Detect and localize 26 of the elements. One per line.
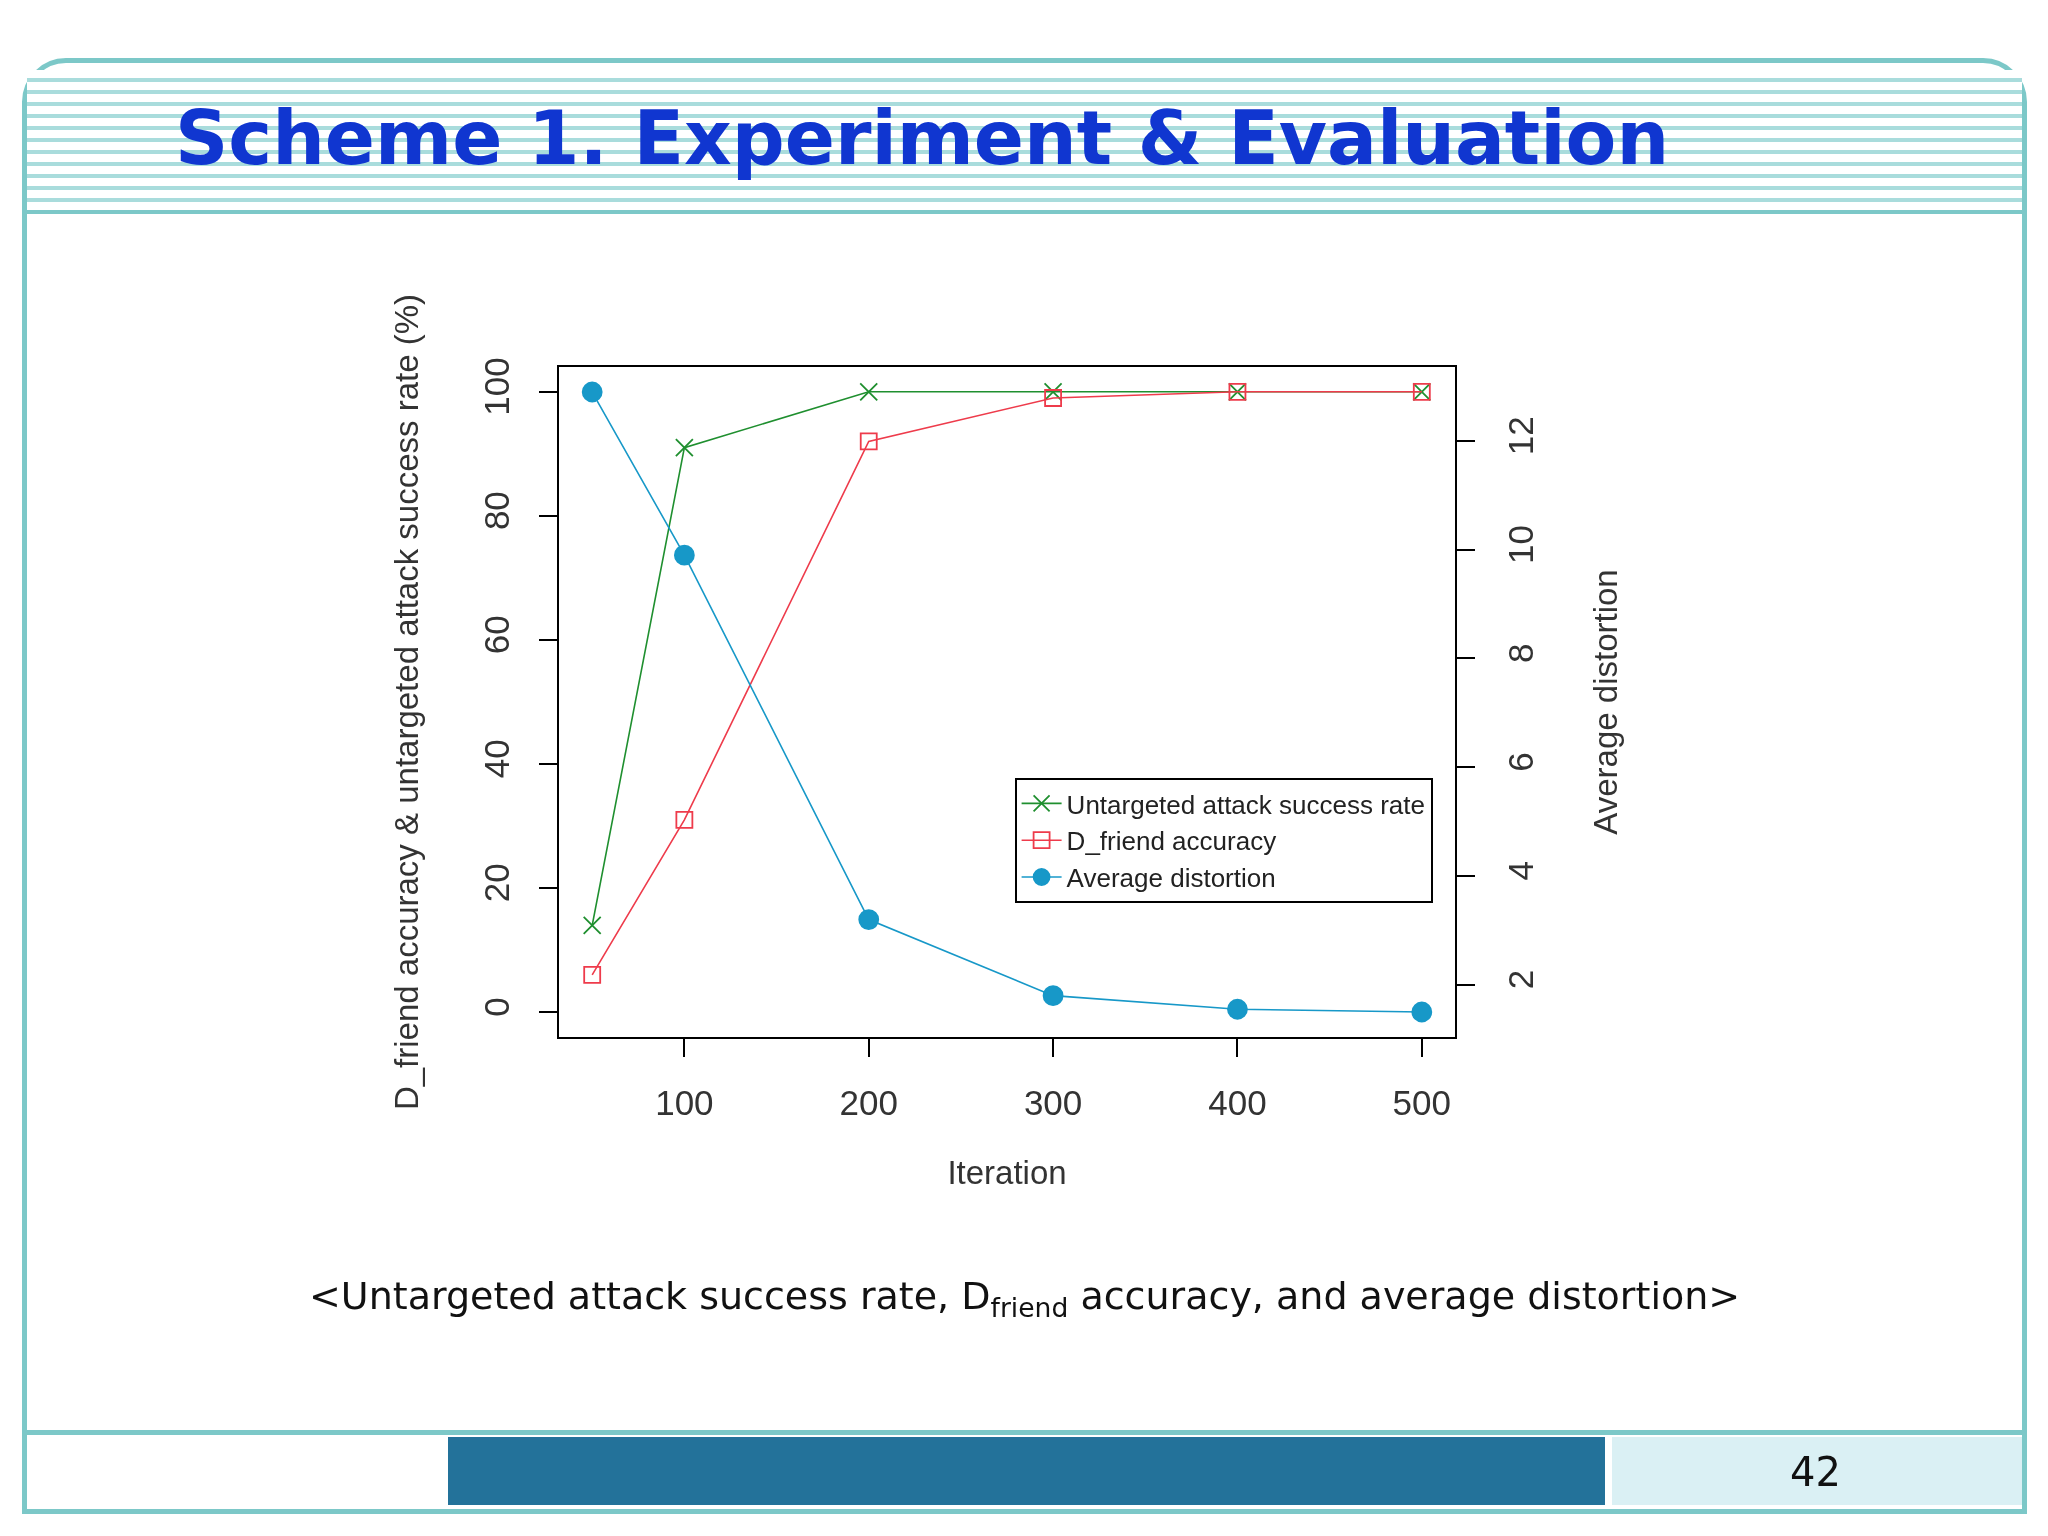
x-tick-label: 300 bbox=[1023, 1083, 1083, 1122]
y-tick-label: 60 bbox=[477, 615, 516, 655]
x-tick-label: 200 bbox=[839, 1083, 898, 1122]
y2-tick-label: 2 bbox=[1501, 969, 1540, 990]
y-axis-title: D_friend accuracy & untargeted attack success rate (%) bbox=[388, 293, 426, 1111]
y2-axis-title: Average distortion bbox=[1587, 569, 1625, 835]
legend-label: D_friend accuracy bbox=[1066, 826, 1277, 857]
y2-tick-label: 8 bbox=[1501, 643, 1540, 663]
y2-tick-label: 10 bbox=[1501, 525, 1540, 564]
x-tick-label: 100 bbox=[655, 1083, 714, 1122]
legend-label: Untargeted attack success rate bbox=[1066, 789, 1426, 820]
x-tick-label: 400 bbox=[1208, 1083, 1267, 1122]
y2-tick-label: 6 bbox=[1501, 752, 1540, 772]
y2-tick-label: 4 bbox=[1501, 861, 1540, 881]
text: 42 bbox=[1790, 1449, 1841, 1495]
chart-title: Scheme 1. Experiment & Evaluation bbox=[175, 94, 1670, 181]
y-tick-label: 20 bbox=[477, 863, 516, 903]
y2-tick-label: 12 bbox=[1501, 416, 1540, 456]
x-tick-label: 500 bbox=[1392, 1083, 1452, 1122]
y-tick-label: 0 bbox=[477, 997, 516, 1017]
text: <Untargeted attack success rate, D$_{friend}$ accuracy, and average distortion> bbox=[309, 1274, 1741, 1323]
y-tick-label: 100 bbox=[477, 357, 516, 416]
y-tick-label: 40 bbox=[477, 739, 516, 779]
x-axis-title: Iteration bbox=[947, 1154, 1067, 1192]
y-tick-label: 80 bbox=[477, 491, 516, 531]
legend-label: Average distortion bbox=[1066, 863, 1276, 894]
